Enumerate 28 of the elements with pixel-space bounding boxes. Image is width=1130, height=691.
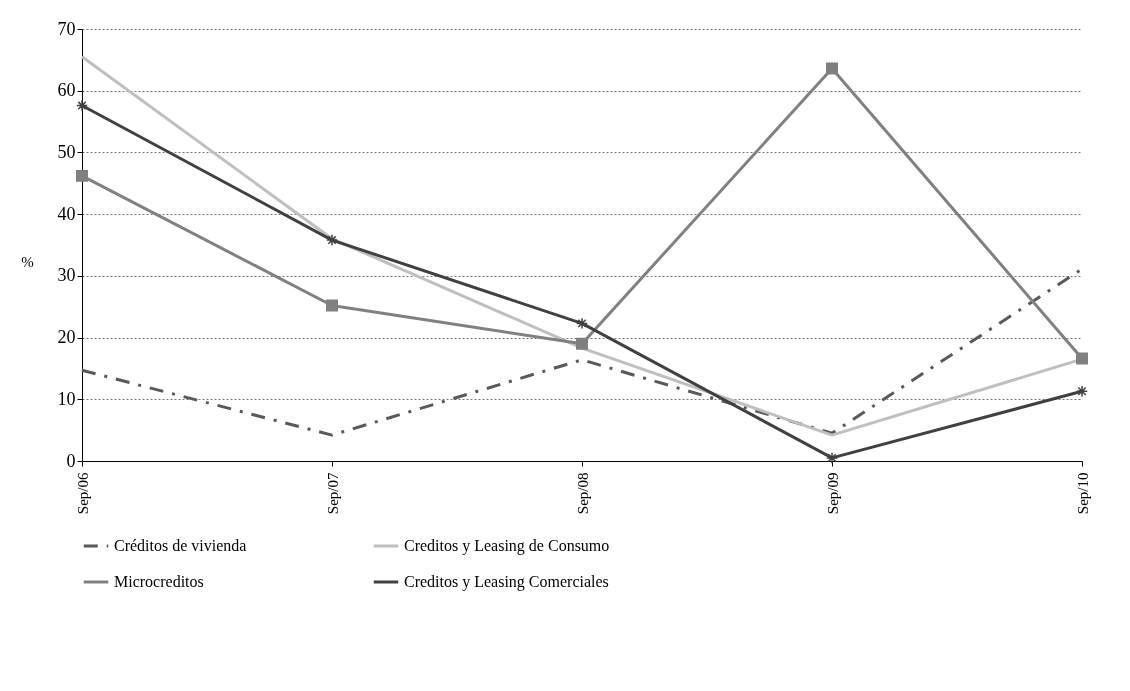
point <box>1076 385 1088 398</box>
y-tick-label: 60 <box>57 80 76 101</box>
point <box>326 234 338 247</box>
x-tick-label: Sep/10 <box>1074 472 1091 515</box>
point <box>576 337 588 350</box>
x-tick-label: Sep/08 <box>574 472 591 515</box>
point <box>76 99 88 112</box>
y-tick-label: 50 <box>57 141 76 162</box>
y-tick-label: 0 <box>66 450 76 471</box>
point <box>826 451 838 464</box>
legend-label: Creditos y Leasing Comerciales <box>404 573 609 591</box>
point <box>76 169 88 182</box>
y-tick-label: 70 <box>57 18 76 39</box>
y-tick-label: 30 <box>57 265 76 286</box>
x-tick-label: Sep/06 <box>74 472 91 515</box>
point <box>576 317 588 330</box>
point <box>826 62 838 75</box>
x-tick-label: Sep/07 <box>324 472 341 515</box>
point <box>1076 352 1088 365</box>
y-tick-label: 10 <box>57 388 76 409</box>
legend-label: Microcreditos <box>114 573 204 590</box>
x-tick-label: Sep/09 <box>824 472 841 515</box>
y-axis-title: % <box>21 253 34 270</box>
y-tick-label: 20 <box>57 327 76 348</box>
point <box>326 299 338 312</box>
legend-label: Créditos de vivienda <box>114 537 247 554</box>
y-tick-label: 40 <box>57 203 76 224</box>
legend-label: Creditos y Leasing de Consumo <box>404 537 610 555</box>
